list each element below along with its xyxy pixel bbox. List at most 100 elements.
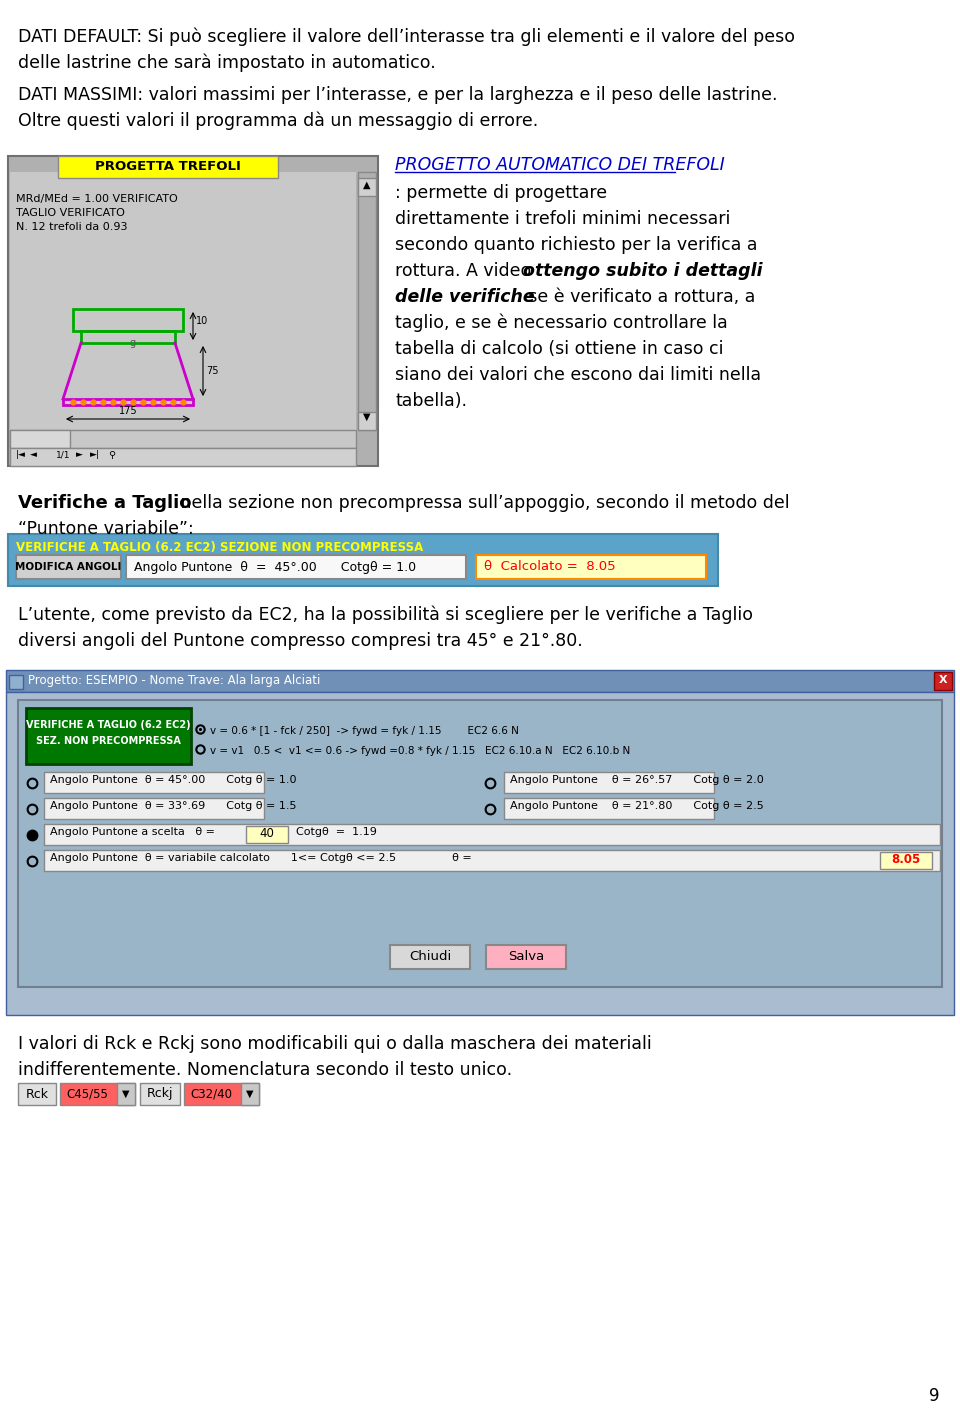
Bar	[60, 1083, 135, 1104]
Text: C45/55: C45/55	[66, 1087, 108, 1100]
Text: siano dei valori che escono dai limiti nella: siano dei valori che escono dai limiti n…	[395, 365, 761, 384]
Text: tabella).: tabella).	[395, 392, 467, 410]
Text: Angolo Puntone  θ = variabile calcolato      1<= Cotgθ <= 2.5                θ =: Angolo Puntone θ = variabile calcolato 1…	[50, 853, 471, 863]
Bar	[44, 823, 940, 845]
Bar	[358, 173, 376, 430]
Text: ⚲: ⚲	[108, 450, 115, 459]
Text: I valori di Rck e Rckj sono modificabili qui o dalla maschera dei materiali: I valori di Rck e Rckj sono modificabili…	[18, 1035, 652, 1053]
Text: ►|: ►|	[90, 450, 100, 459]
Text: v = v1   0.5 <  v1 <= 0.6 -> fywd =0.8 * fyk / 1.15   EC2 6.10.a N   EC2 6.10.b : v = v1 0.5 < v1 <= 0.6 -> fywd =0.8 * fy…	[210, 746, 631, 756]
Bar	[241, 1083, 259, 1104]
Text: taglio, e se è necessario controllare la: taglio, e se è necessario controllare la	[395, 314, 728, 332]
Text: ▼: ▼	[122, 1089, 130, 1099]
Text: delle verifiche: delle verifiche	[395, 288, 535, 305]
Text: 175: 175	[119, 407, 137, 417]
Bar	[184, 1083, 259, 1104]
Text: VERIFICHE A TAGLIO (6.2 EC2) SEZIONE NON PRECOMPRESSA: VERIFICHE A TAGLIO (6.2 EC2) SEZIONE NON…	[16, 541, 423, 554]
Bar	[16, 555, 121, 579]
Bar	[358, 412, 376, 430]
Text: Angolo Puntone  θ = 33°.69      Cotg θ = 1.5: Angolo Puntone θ = 33°.69 Cotg θ = 1.5	[50, 801, 297, 811]
Bar	[117, 1083, 135, 1104]
Text: θ  Calcolato =  8.05: θ Calcolato = 8.05	[484, 561, 615, 574]
Text: DATI DEFAULT: Si può scegliere il valore dell’interasse tra gli elementi e il va: DATI DEFAULT: Si può scegliere il valore…	[18, 29, 795, 47]
Text: secondo quanto richiesto per la verifica a: secondo quanto richiesto per la verifica…	[395, 235, 757, 254]
Bar	[18, 1083, 56, 1104]
Text: Chiudi: Chiudi	[409, 950, 451, 963]
Text: Salva: Salva	[508, 950, 544, 963]
Text: diversi angoli del Puntone compresso compresi tra 45° e 21°.80.: diversi angoli del Puntone compresso com…	[18, 632, 583, 651]
Text: PROGETTO AUTOMATICO DEI TREFOLI: PROGETTO AUTOMATICO DEI TREFOLI	[395, 156, 725, 174]
Bar	[358, 178, 376, 195]
Text: : se è verificato a rottura, a: : se è verificato a rottura, a	[517, 288, 756, 305]
Text: rottura. A video: rottura. A video	[395, 263, 537, 280]
Text: “Puntone variabile”:: “Puntone variabile”:	[18, 519, 194, 538]
Bar	[246, 826, 288, 843]
Text: X: X	[939, 675, 948, 685]
Text: VERIFICHE A TAGLIO (6.2 EC2): VERIFICHE A TAGLIO (6.2 EC2)	[26, 721, 190, 731]
Bar	[10, 173, 356, 430]
Bar	[486, 945, 566, 969]
Text: 40: 40	[259, 828, 275, 841]
Text: 75: 75	[206, 365, 219, 375]
Bar	[504, 772, 714, 793]
Text: |◄: |◄	[16, 450, 26, 459]
Text: ottengo subito i dettagli: ottengo subito i dettagli	[523, 263, 762, 280]
Text: Angolo Puntone a scelta   θ =: Angolo Puntone a scelta θ =	[50, 828, 215, 838]
Bar	[140, 1083, 180, 1104]
Bar	[8, 534, 718, 586]
Text: tabella di calcolo (si ottiene in caso ci: tabella di calcolo (si ottiene in caso c…	[395, 340, 724, 358]
Text: : permette di progettare: : permette di progettare	[395, 184, 607, 203]
Bar	[10, 430, 70, 448]
Text: Angolo Puntone  θ = 45°.00      Cotg θ = 1.0: Angolo Puntone θ = 45°.00 Cotg θ = 1.0	[50, 775, 297, 785]
Text: ▼: ▼	[363, 412, 371, 422]
Bar	[476, 555, 706, 579]
Bar	[126, 555, 466, 579]
Text: Oltre questi valori il programma dà un messaggio di errore.: Oltre questi valori il programma dà un m…	[18, 111, 539, 130]
Text: direttamente i trefoli minimi necessari: direttamente i trefoli minimi necessari	[395, 210, 731, 228]
Text: delle lastrine che sarà impostato in automatico.: delle lastrine che sarà impostato in aut…	[18, 54, 436, 73]
Text: nella sezione non precompressa sull’appoggio, secondo il metodo del: nella sezione non precompressa sull’appo…	[175, 494, 790, 512]
Text: Verifiche a Taglio: Verifiche a Taglio	[18, 494, 191, 512]
Text: ◄: ◄	[30, 450, 36, 459]
Bar	[9, 675, 23, 689]
Bar	[10, 448, 356, 467]
Text: Angolo Puntone  θ  =  45°.00      Cotgθ = 1.0: Angolo Puntone θ = 45°.00 Cotgθ = 1.0	[134, 561, 416, 574]
Bar	[504, 798, 714, 819]
Text: SEZ. NON PRECOMPRESSA: SEZ. NON PRECOMPRESSA	[36, 736, 180, 746]
Bar	[390, 945, 470, 969]
Text: Rck: Rck	[26, 1087, 49, 1100]
Text: MRd/MEd = 1.00 VERIFICATO: MRd/MEd = 1.00 VERIFICATO	[16, 194, 178, 204]
Text: 1/1: 1/1	[56, 450, 70, 459]
Bar	[63, 400, 193, 405]
Text: N. 12 trefoli da 0.93: N. 12 trefoli da 0.93	[16, 223, 128, 233]
Text: ▲: ▲	[363, 180, 371, 190]
Bar	[8, 156, 378, 467]
Text: Angolo Puntone    θ = 26°.57      Cotg θ = 2.0: Angolo Puntone θ = 26°.57 Cotg θ = 2.0	[510, 775, 764, 785]
Bar	[44, 798, 264, 819]
Text: indifferentemente. Nomenclatura secondo il testo unico.: indifferentemente. Nomenclatura secondo …	[18, 1062, 512, 1079]
Text: Cotgθ  =  1.19: Cotgθ = 1.19	[296, 828, 377, 838]
Text: 9: 9	[929, 1387, 940, 1406]
Text: DATI MASSIMI: valori massimi per l’interasse, e per la larghezza e il peso delle: DATI MASSIMI: valori massimi per l’inter…	[18, 86, 778, 104]
Text: L’utente, come previsto da EC2, ha la possibilità si scegliere per le verifiche : L’utente, come previsto da EC2, ha la po…	[18, 606, 753, 625]
Bar	[58, 156, 278, 178]
Text: v = 0.6 * [1 - fck / 250]  -> fywd = fyk / 1.15        EC2 6.6 N: v = 0.6 * [1 - fck / 250] -> fywd = fyk …	[210, 726, 518, 736]
Text: TAGLIO VERIFICATO: TAGLIO VERIFICATO	[16, 208, 125, 218]
Text: C32/40: C32/40	[190, 1087, 232, 1100]
Text: Angolo Puntone    θ = 21°.80      Cotg θ = 2.5: Angolo Puntone θ = 21°.80 Cotg θ = 2.5	[510, 801, 764, 811]
Bar	[934, 672, 952, 691]
Text: ►: ►	[76, 450, 83, 459]
Bar	[44, 850, 940, 870]
Bar	[26, 708, 191, 763]
Text: 10: 10	[196, 315, 208, 325]
Bar	[10, 430, 356, 448]
Bar	[18, 701, 942, 987]
Text: g: g	[130, 338, 136, 348]
Text: MODIFICA ANGOLI: MODIFICA ANGOLI	[14, 562, 121, 572]
Text: ▼: ▼	[247, 1089, 253, 1099]
Bar	[6, 692, 954, 1015]
Text: 8.05: 8.05	[892, 853, 921, 866]
Bar	[44, 772, 264, 793]
Bar	[73, 310, 183, 331]
Bar	[6, 671, 954, 692]
